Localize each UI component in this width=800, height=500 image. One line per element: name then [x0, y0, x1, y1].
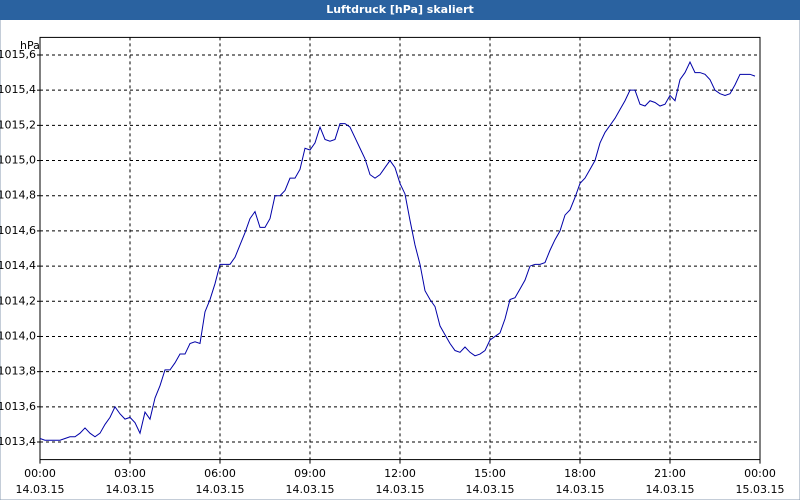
y-tick-label: 1013,4	[0, 435, 36, 448]
x-tick-date: 14.03.15	[196, 483, 245, 496]
x-tick-label: 00:00	[744, 467, 776, 480]
data-line	[39, 60, 756, 441]
chart-title: Luftdruck [hPa] skaliert	[326, 3, 474, 16]
y-tick-label: 1013,8	[0, 365, 36, 378]
x-tick-date: 14.03.15	[646, 483, 695, 496]
x-tick-label: 18:00	[564, 467, 596, 480]
y-tick-label: 1014,0	[0, 329, 36, 342]
y-tick-label: 1015,0	[0, 154, 36, 167]
x-tick-label: 15:00	[474, 467, 506, 480]
y-tick-label: 1015,2	[0, 118, 36, 131]
y-tick-label: 1013,6	[0, 400, 36, 413]
x-tick-date: 14.03.15	[106, 483, 155, 496]
y-tick-label: 1015,6	[0, 48, 36, 61]
x-tick-label: 06:00	[204, 467, 236, 480]
title-bar	[0, 0, 800, 20]
x-tick-label: 12:00	[384, 467, 416, 480]
x-tick-label: 03:00	[114, 467, 146, 480]
x-tick-date: 14.03.15	[376, 483, 425, 496]
y-tick-label: 1014,8	[0, 189, 36, 202]
x-tick-date: 14.03.15	[286, 483, 335, 496]
x-tick-label: 09:00	[294, 467, 326, 480]
y-tick-label: 1015,4	[0, 83, 36, 96]
y-unit: hPa	[20, 39, 40, 52]
x-tick-date: 15.03.15	[736, 483, 785, 496]
y-tick-label: 1014,4	[0, 259, 36, 272]
x-tick-label: 00:00	[24, 467, 56, 480]
y-tick-label: 1014,6	[0, 224, 36, 237]
x-tick-date: 14.03.15	[16, 483, 65, 496]
x-tick-date: 14.03.15	[466, 483, 515, 496]
x-tick-date: 14.03.15	[556, 483, 605, 496]
y-tick-label: 1014,2	[0, 294, 36, 307]
x-tick-label: 21:00	[654, 467, 686, 480]
